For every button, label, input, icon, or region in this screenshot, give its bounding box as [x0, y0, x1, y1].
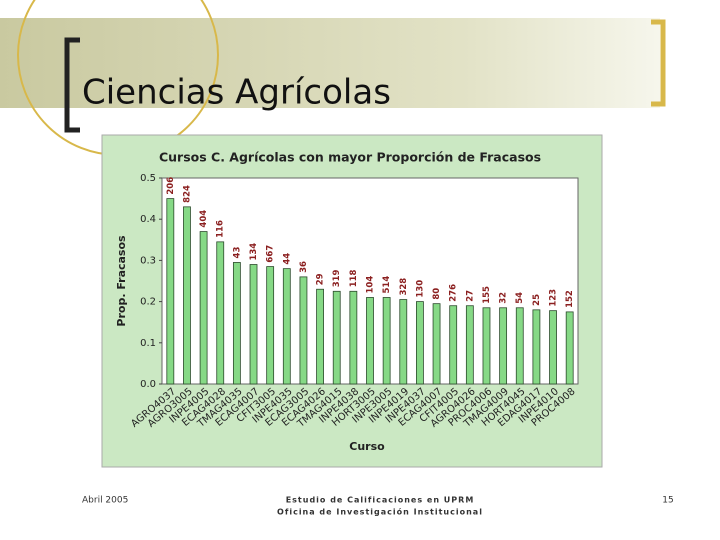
bar — [432, 303, 441, 385]
bar-annotation: 43 — [232, 247, 242, 259]
bar — [549, 310, 557, 385]
bar — [232, 262, 241, 385]
footer-line: Oficina de Investigación Institucional — [277, 507, 483, 517]
bar-annotation: 32 — [499, 292, 509, 304]
bar-annotation: 104 — [366, 276, 376, 294]
bar — [515, 307, 524, 385]
bar — [565, 311, 574, 385]
bar-annotation: 206 — [166, 177, 176, 195]
bar-annotation: 116 — [216, 220, 226, 238]
bar-annotation: 44 — [282, 253, 292, 265]
y-tick-label: 0.5 — [140, 173, 156, 184]
bar — [416, 301, 424, 385]
bar-annotation: 276 — [449, 284, 459, 302]
bar — [332, 290, 341, 385]
y-tick-label: 0.0 — [140, 379, 156, 390]
bar — [266, 266, 275, 385]
bar — [349, 290, 358, 385]
y-tick-label: 0.1 — [140, 338, 156, 349]
bar-annotation: 667 — [266, 245, 276, 263]
bar-annotation: 54 — [515, 292, 525, 304]
bar — [166, 198, 175, 385]
bar — [316, 288, 324, 385]
page-number: 15 — [662, 496, 673, 506]
title-band — [0, 18, 660, 108]
bar-annotation: 29 — [316, 273, 326, 285]
bar — [299, 276, 308, 385]
right-bracket — [651, 19, 666, 107]
bar — [199, 231, 208, 385]
chart-title: Cursos C. Agrícolas con mayor Proporción… — [159, 150, 541, 165]
y-axis-label: Prop. Fracasos — [115, 235, 128, 327]
bar-annotation: 404 — [199, 210, 209, 228]
x-axis-label: Curso — [349, 440, 385, 453]
footer-line: Estudio de Calificaciones en UPRM — [286, 496, 475, 505]
bar — [399, 299, 408, 385]
y-tick-label: 0.3 — [140, 255, 156, 266]
y-tick-label: 0.4 — [140, 214, 156, 225]
slide-title: Ciencias Agrícolas — [82, 73, 391, 113]
bar-annotation: 27 — [465, 290, 475, 302]
bar — [382, 297, 391, 385]
bar — [449, 305, 458, 385]
bar — [465, 305, 474, 385]
bar — [482, 307, 491, 385]
bar-annotation: 155 — [482, 286, 492, 304]
bar-annotation: 130 — [415, 280, 425, 298]
bar-annotation: 152 — [565, 290, 575, 308]
bar-annotation: 25 — [532, 294, 542, 306]
bar — [282, 268, 291, 385]
bar-annotation: 824 — [182, 185, 192, 203]
y-tick-label: 0.2 — [140, 297, 156, 308]
bar — [366, 297, 374, 385]
bar-annotation: 36 — [299, 261, 309, 273]
bar — [532, 309, 541, 385]
bar-annotation: 514 — [382, 276, 392, 294]
left-bracket — [64, 37, 80, 133]
bar-annotation: 328 — [399, 278, 409, 296]
footer-date: Abril 2005 — [82, 496, 128, 506]
bar-annotation: 123 — [549, 289, 559, 307]
bar — [499, 307, 508, 385]
bar-annotation: 134 — [249, 243, 259, 261]
bar-annotation: 80 — [432, 288, 442, 300]
bar — [216, 241, 225, 385]
bar — [249, 264, 258, 385]
bar-annotation: 118 — [349, 269, 359, 287]
bar — [183, 206, 191, 385]
bar-annotation: 319 — [332, 269, 342, 287]
